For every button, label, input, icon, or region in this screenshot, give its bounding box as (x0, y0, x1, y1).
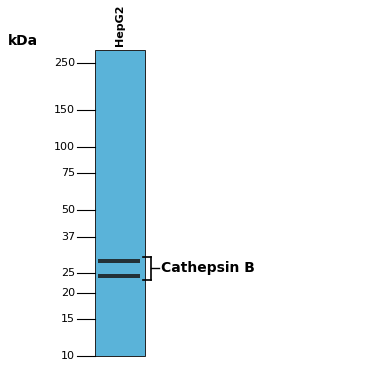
Text: 20: 20 (61, 288, 75, 298)
Text: HepG2: HepG2 (115, 4, 125, 46)
Text: 250: 250 (54, 58, 75, 68)
FancyBboxPatch shape (95, 50, 145, 356)
Text: 75: 75 (61, 168, 75, 178)
Text: 15: 15 (61, 314, 75, 324)
Text: 50: 50 (61, 205, 75, 215)
Text: 100: 100 (54, 142, 75, 152)
Text: 10: 10 (61, 351, 75, 361)
Text: kDa: kDa (8, 34, 38, 48)
Text: 37: 37 (61, 232, 75, 242)
FancyBboxPatch shape (98, 274, 140, 278)
Text: Cathepsin B: Cathepsin B (161, 261, 255, 275)
Text: 25: 25 (61, 268, 75, 278)
FancyBboxPatch shape (98, 259, 140, 263)
Text: 150: 150 (54, 105, 75, 115)
